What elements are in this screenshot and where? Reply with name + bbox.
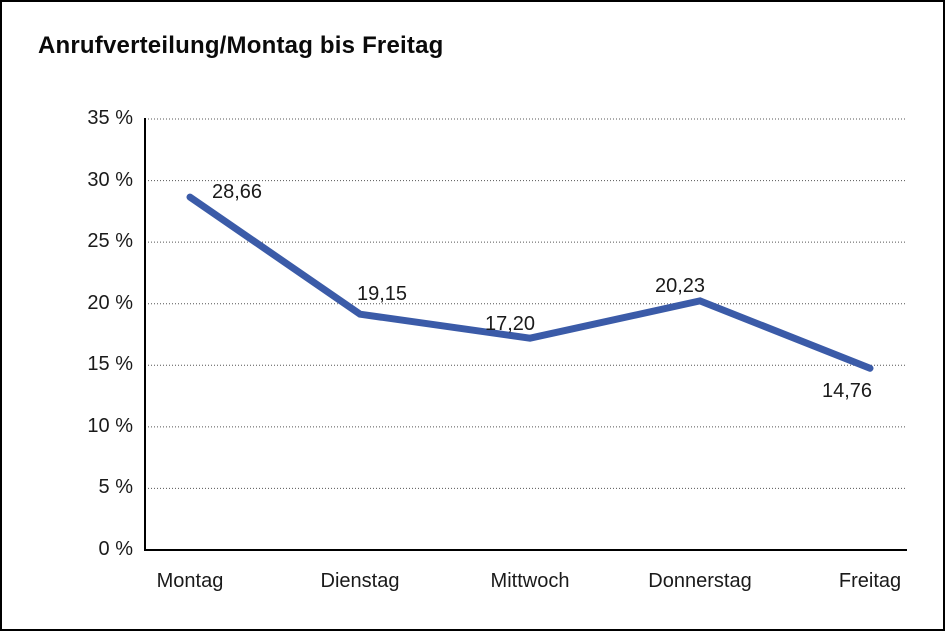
y-tick-label: 20 % xyxy=(87,291,133,314)
y-tick-label: 15 % xyxy=(87,353,133,376)
chart-title: Anrufverteilung/Montag bis Freitag xyxy=(38,32,444,59)
x-category-label: Mittwoch xyxy=(490,570,570,592)
x-category-label: Dienstag xyxy=(320,570,400,592)
y-tick-label: 25 % xyxy=(87,230,133,253)
y-tick-label: 10 % xyxy=(87,414,133,437)
y-tick-label: 30 % xyxy=(87,168,133,191)
x-category-label: Freitag xyxy=(838,570,902,592)
x-category-label: Montag xyxy=(156,570,224,592)
data-point-label: 19,15 xyxy=(357,283,408,306)
data-series-line xyxy=(186,193,874,372)
data-point-label: 20,23 xyxy=(655,274,706,297)
y-tick-label: 0 % xyxy=(98,538,133,560)
y-tick-label: 5 % xyxy=(98,476,133,499)
x-category-label: Donnerstag xyxy=(648,570,752,592)
data-point-label: 28,66 xyxy=(212,181,263,204)
y-tick-label: 35 % xyxy=(87,107,133,129)
data-point-label: 17,20 xyxy=(485,313,536,336)
axes xyxy=(144,118,907,551)
data-point-label: 14,76 xyxy=(822,380,873,403)
gridlines xyxy=(145,118,907,489)
